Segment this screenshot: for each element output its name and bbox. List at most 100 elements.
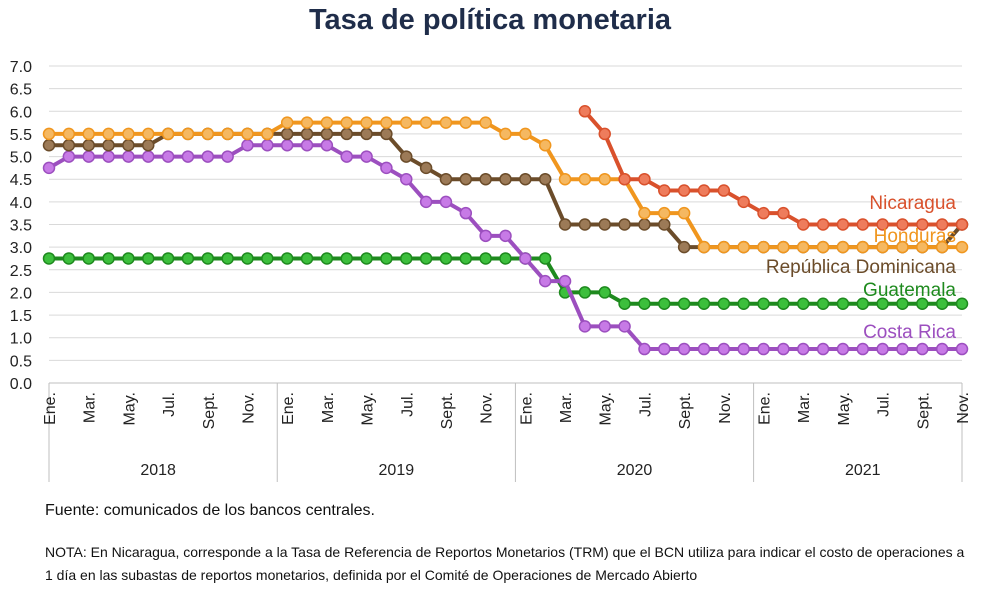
data-point xyxy=(796,342,810,356)
data-point xyxy=(955,342,969,356)
data-point xyxy=(916,218,929,231)
data-point xyxy=(380,127,393,141)
data-point xyxy=(419,116,433,129)
data-point xyxy=(796,297,810,310)
footnote: NOTA: En Nicaragua, corresponde a la Tas… xyxy=(45,544,965,583)
data-point xyxy=(777,240,790,254)
line-chart: 0.0 0.5 1.0 1.5 2.0 2.5 3.0 3.5 4.0 4.5 5.0 5.5 6.0 6… xyxy=(10,59,972,482)
data-point xyxy=(181,252,195,265)
year-label: 2018 xyxy=(140,462,176,479)
data-point xyxy=(836,297,850,310)
data-point xyxy=(320,252,334,265)
data-point xyxy=(658,184,671,197)
data-point xyxy=(201,150,215,163)
data-point xyxy=(519,172,532,186)
data-point xyxy=(737,240,750,254)
series-labels: Nicaragua Honduras República DominicanaGua… xyxy=(766,193,957,343)
data-point xyxy=(876,342,889,356)
data-point xyxy=(360,116,373,129)
data-point xyxy=(360,127,373,141)
data-point xyxy=(141,252,155,265)
data-point xyxy=(737,297,750,310)
data-point xyxy=(419,161,433,175)
series-nicaragua xyxy=(578,105,969,231)
data-point xyxy=(300,252,314,265)
data-point xyxy=(181,127,195,141)
data-point xyxy=(340,150,353,163)
x-tick-label: Mar. xyxy=(82,392,99,423)
x-tick-label: Sept. xyxy=(201,392,218,429)
source-note: Fuente: comunicados de los bancos centra… xyxy=(45,502,375,519)
data-point xyxy=(499,252,512,265)
x-tick-label: Mar. xyxy=(558,392,575,423)
data-point xyxy=(201,127,215,141)
data-point xyxy=(221,150,234,163)
y-tick-label: 0.0 xyxy=(10,376,32,393)
data-point xyxy=(757,206,770,220)
series-costa-rica xyxy=(42,139,969,356)
data-point xyxy=(737,195,750,209)
data-point xyxy=(836,240,850,254)
data-point xyxy=(896,342,909,356)
x-tick-label: Sept. xyxy=(915,392,932,429)
x-tick-label: Ene. xyxy=(518,392,535,425)
data-point xyxy=(380,116,393,129)
year-label: 2020 xyxy=(617,462,653,479)
data-point xyxy=(777,297,790,310)
data-point xyxy=(618,320,631,333)
data-point xyxy=(141,150,155,163)
data-point xyxy=(360,252,373,265)
data-point xyxy=(300,116,314,129)
data-point xyxy=(280,127,294,141)
x-tick-label: Ene. xyxy=(757,392,774,425)
data-point xyxy=(876,218,889,231)
data-point xyxy=(658,297,671,310)
data-point xyxy=(82,139,95,152)
data-point xyxy=(62,252,76,265)
data-point xyxy=(340,116,353,129)
data-point xyxy=(42,161,56,175)
data-point xyxy=(578,105,592,118)
data-point xyxy=(459,252,473,265)
data-point xyxy=(598,218,611,231)
y-tick-label: 2.0 xyxy=(10,285,32,302)
data-point xyxy=(638,172,651,186)
data-point xyxy=(618,218,631,231)
y-tick-label: 6.0 xyxy=(10,104,32,121)
y-axis: 0.0 0.5 1.0 1.5 2.0 2.5 3.0 3.5 4.0 4.5 5.0 5.5 6.0 6… xyxy=(10,59,32,393)
data-point xyxy=(519,127,532,141)
series-label: Nicaragua xyxy=(869,193,956,214)
data-point xyxy=(717,342,731,356)
data-point xyxy=(876,240,889,254)
data-point xyxy=(717,240,731,254)
series-guatemala xyxy=(42,252,969,310)
data-point xyxy=(499,172,512,186)
data-point xyxy=(300,127,314,141)
data-point xyxy=(479,172,492,186)
x-tick-label: Jul. xyxy=(161,392,178,417)
data-point xyxy=(241,139,254,152)
x-tick-label: Nov. xyxy=(717,392,734,424)
data-point xyxy=(280,252,294,265)
data-point xyxy=(340,252,353,265)
data-point xyxy=(122,252,135,265)
data-point xyxy=(578,320,592,333)
data-point xyxy=(856,218,870,231)
data-point xyxy=(796,240,810,254)
data-point xyxy=(82,252,95,265)
data-point xyxy=(280,139,294,152)
data-point xyxy=(241,252,254,265)
data-point xyxy=(161,150,175,163)
data-point xyxy=(261,252,274,265)
data-point xyxy=(578,172,592,186)
data-point xyxy=(439,252,453,265)
data-point xyxy=(658,206,671,220)
data-point xyxy=(658,342,671,356)
data-point xyxy=(62,139,76,152)
data-point xyxy=(320,139,334,152)
data-point xyxy=(122,150,135,163)
y-tick-label: 4.5 xyxy=(10,172,32,189)
data-point xyxy=(816,297,830,310)
data-point xyxy=(757,240,770,254)
data-point xyxy=(221,127,234,141)
